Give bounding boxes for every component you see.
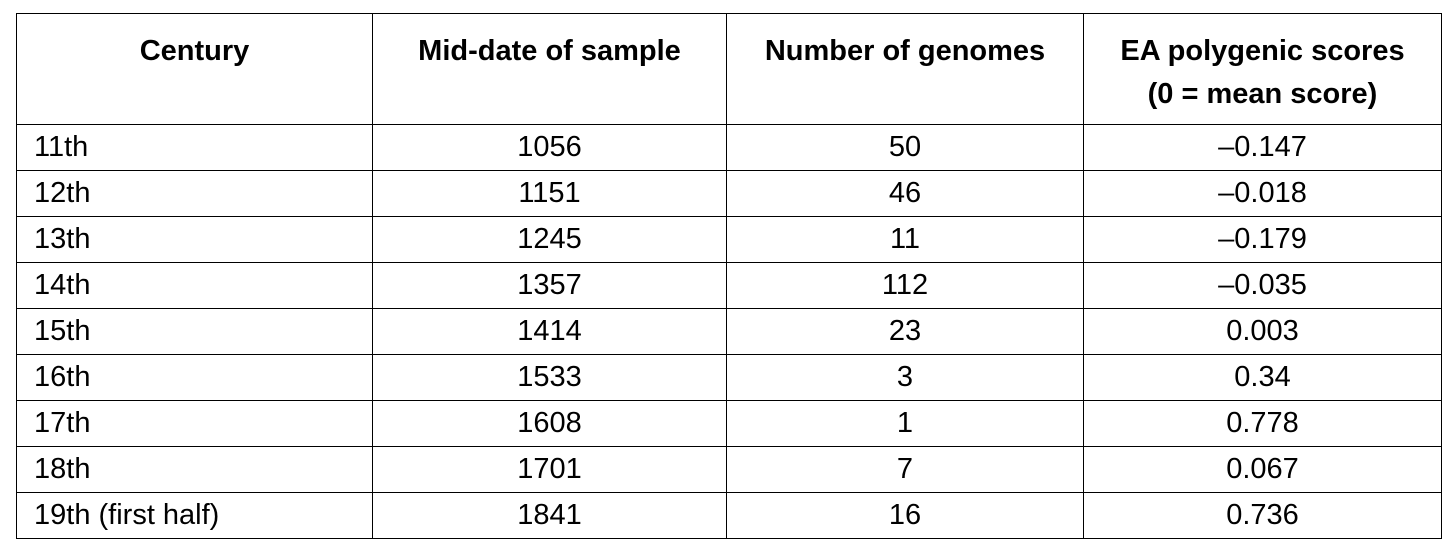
ea-score-cell: –0.018 [1083, 170, 1442, 217]
ea-score-cell: –0.147 [1083, 124, 1442, 171]
table-row: 15th 1414 23 0.003 [16, 308, 1442, 355]
table-row: 18th 1701 7 0.067 [16, 446, 1442, 493]
mid-date-cell: 1533 [372, 354, 727, 401]
table-row: 17th 1608 1 0.778 [16, 400, 1442, 447]
ea-score-cell: 0.003 [1083, 308, 1442, 355]
ea-score-cell: 0.736 [1083, 492, 1442, 539]
genome-count-cell: 16 [726, 492, 1084, 539]
mid-date-cell: 1245 [372, 216, 727, 263]
column-header-mid-date: Mid-date of sample [372, 13, 727, 125]
column-header-century: Century [16, 13, 373, 125]
mid-date-cell: 1841 [372, 492, 727, 539]
mid-date-cell: 1151 [372, 170, 727, 217]
header-line: Century [139, 35, 250, 67]
header-line: Number of genomes [764, 35, 1046, 67]
century-cell: 17th [16, 400, 373, 447]
header-line: EA polygenic scores [1120, 35, 1405, 67]
genome-count-cell: 112 [726, 262, 1084, 309]
century-cell: 16th [16, 354, 373, 401]
header-line: Mid-date of sample [418, 35, 681, 67]
century-cell: 14th [16, 262, 373, 309]
genome-count-cell: 3 [726, 354, 1084, 401]
column-header-genome-count: Number of genomes [726, 13, 1084, 125]
genome-count-cell: 23 [726, 308, 1084, 355]
century-cell: 19th (first half) [16, 492, 373, 539]
mid-date-cell: 1701 [372, 446, 727, 493]
century-cell: 12th [16, 170, 373, 217]
mid-date-cell: 1357 [372, 262, 727, 309]
header-line: (0 = mean score) [1147, 78, 1378, 110]
ea-score-cell: 0.34 [1083, 354, 1442, 401]
mid-date-cell: 1056 [372, 124, 727, 171]
table-row: 19th (first half) 1841 16 0.736 [16, 492, 1442, 539]
ea-score-cell: –0.179 [1083, 216, 1442, 263]
century-cell: 18th [16, 446, 373, 493]
ea-score-cell: 0.778 [1083, 400, 1442, 447]
table-row: 16th 1533 3 0.34 [16, 354, 1442, 401]
genome-count-cell: 50 [726, 124, 1084, 171]
table-row: 13th 1245 11 –0.179 [16, 216, 1442, 263]
ea-score-cell: 0.067 [1083, 446, 1442, 493]
table-row: 14th 1357 112 –0.035 [16, 262, 1442, 309]
table-row: 12th 1151 46 –0.018 [16, 170, 1442, 217]
column-header-ea-score: EA polygenic scores (0 = mean score) [1083, 13, 1442, 125]
century-cell: 13th [16, 216, 373, 263]
century-cell: 11th [16, 124, 373, 171]
genome-count-cell: 46 [726, 170, 1084, 217]
mid-date-cell: 1414 [372, 308, 727, 355]
genome-count-cell: 7 [726, 446, 1084, 493]
data-table: Century Mid-date of sample Number of gen… [16, 13, 1442, 539]
ea-score-cell: –0.035 [1083, 262, 1442, 309]
century-cell: 15th [16, 308, 373, 355]
genome-count-cell: 11 [726, 216, 1084, 263]
table-row: 11th 1056 50 –0.147 [16, 124, 1442, 171]
mid-date-cell: 1608 [372, 400, 727, 447]
header-row: Century Mid-date of sample Number of gen… [16, 13, 1442, 125]
genome-count-cell: 1 [726, 400, 1084, 447]
